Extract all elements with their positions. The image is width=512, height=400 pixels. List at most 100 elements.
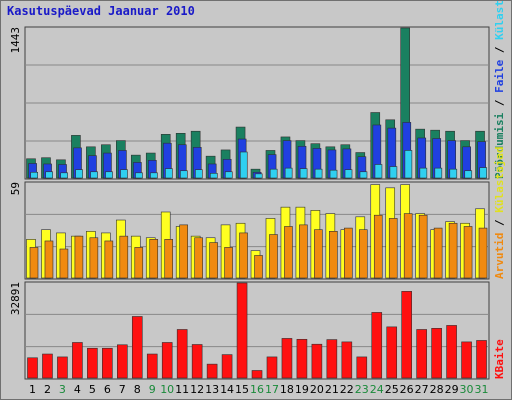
bar-top-2-day-19 (299, 168, 308, 179)
xtick-day-12: 12 (190, 383, 204, 396)
legend-top-part-0: Pöördumisi (493, 112, 506, 179)
bar-top-2-day-2 (45, 171, 53, 179)
bar-middle-1-day-20 (314, 229, 323, 279)
legend-top-part-3: / (493, 40, 506, 60)
bar-bottom-day-27 (416, 329, 427, 379)
bar-top-2-day-22 (344, 169, 353, 179)
bar-middle-1-day-10 (164, 239, 174, 279)
bar-top-2-day-30 (464, 170, 473, 179)
bar-top-2-day-1 (30, 171, 39, 179)
xtick-day-19: 19 (295, 383, 309, 396)
xtick-day-18: 18 (280, 383, 294, 396)
bar-middle-1-day-6 (104, 240, 114, 279)
xtick-day-20: 20 (310, 383, 324, 396)
bar-middle-1-day-30 (463, 226, 473, 279)
bar-middle-1-day-17 (269, 234, 278, 279)
bar-top-2-day-12 (195, 169, 203, 179)
bar-bottom-day-11 (176, 329, 188, 379)
bar-top-2-day-31 (479, 167, 488, 179)
bar-top-2-day-16 (254, 173, 263, 179)
bar-middle-1-day-15 (239, 232, 248, 279)
legend-middle: Arvutid / Külastajad (493, 147, 506, 279)
bar-top-2-day-14 (224, 171, 233, 179)
bar-top-2-day-5 (90, 171, 98, 179)
xtick-day-17: 17 (265, 383, 279, 396)
bar-middle-1-day-14 (224, 247, 233, 279)
bar-middle-1-day-2 (44, 240, 54, 279)
bar-bottom-day-5 (87, 347, 98, 379)
xtick-day-13: 13 (205, 383, 219, 396)
bar-bottom-day-9 (146, 353, 158, 379)
bar-middle-1-day-22 (344, 227, 353, 279)
bar-bottom-day-31 (476, 340, 487, 379)
xtick-day-6: 6 (104, 383, 111, 396)
xtick-day-24: 24 (370, 383, 384, 396)
bar-top-2-day-13 (210, 173, 218, 179)
legend-bottom-part-0: KBaite (493, 339, 506, 379)
bar-top-2-day-27 (419, 167, 428, 179)
xtick-day-10: 10 (160, 383, 174, 396)
bar-bottom-day-3 (57, 356, 68, 379)
chart-title: Kasutuspäevad Jaanuar 2010 (7, 4, 195, 18)
xtick-day-8: 8 (134, 383, 141, 396)
bar-bottom-day-16 (251, 370, 263, 379)
bar-top-2-day-8 (135, 172, 143, 179)
xtick-day-14: 14 (220, 383, 234, 396)
bar-top-2-day-23 (359, 171, 368, 179)
legend-top-part-1: / (493, 93, 506, 113)
xtick-day-26: 26 (400, 383, 414, 396)
bar-bottom-day-1 (27, 357, 38, 379)
legend-top-part-4: Külastusi (493, 1, 506, 40)
bar-bottom-day-29 (446, 325, 457, 379)
bar-bottom-day-30 (461, 341, 472, 379)
bar-middle-1-day-31 (478, 227, 488, 279)
xtick-day-1: 1 (29, 383, 36, 396)
bar-middle-1-day-4 (74, 235, 84, 279)
xtick-day-7: 7 (119, 383, 126, 396)
bar-middle-1-day-7 (119, 235, 129, 279)
xtick-day-11: 11 (175, 383, 189, 396)
bar-top-2-day-28 (434, 167, 443, 179)
xtick-day-23: 23 (355, 383, 369, 396)
bar-middle-1-day-23 (358, 229, 368, 279)
bar-bottom-day-20 (311, 343, 323, 379)
bar-bottom-day-7 (117, 344, 128, 379)
bar-bottom-day-21 (326, 339, 338, 379)
bar-middle-1-day-19 (299, 224, 308, 279)
bar-top-2-day-6 (105, 171, 113, 179)
bar-bottom-day-4 (72, 342, 83, 379)
xtick-day-31: 31 (475, 383, 489, 396)
bar-top-2-day-21 (329, 169, 338, 179)
legend-top-part-2: Faile (493, 59, 506, 92)
bar-middle-1-day-21 (329, 231, 338, 279)
bar-top-2-day-11 (180, 170, 188, 179)
bar-top-2-day-4 (75, 169, 83, 179)
bar-middle-1-day-13 (209, 242, 218, 279)
bar-middle-1-day-8 (134, 247, 144, 279)
xtick-day-28: 28 (430, 383, 444, 396)
bar-bottom-day-24 (371, 312, 383, 379)
bar-middle-1-day-12 (194, 237, 203, 279)
bar-top-2-day-20 (314, 168, 323, 179)
bar-middle-1-day-27 (418, 214, 428, 279)
bar-bottom-day-19 (296, 338, 308, 379)
bar-top-2-day-26 (404, 150, 413, 179)
bar-middle-1-day-25 (388, 218, 398, 279)
bar-bottom-day-14 (221, 354, 233, 379)
xtick-day-27: 27 (415, 383, 429, 396)
bar-bottom-day-17 (266, 356, 278, 379)
bar-bottom-day-18 (281, 338, 293, 379)
bar-middle-1-day-29 (448, 222, 458, 279)
bar-top-2-day-15 (239, 151, 248, 179)
xtick-day-5: 5 (89, 383, 96, 396)
bar-top-2-day-3 (60, 172, 68, 179)
legend-top: Pöördumisi / Faile / Külastusi (493, 1, 506, 179)
bar-middle-1-day-16 (254, 255, 263, 279)
bar-middle-1-day-11 (179, 224, 188, 279)
bar-bottom-day-25 (386, 326, 398, 379)
bar-middle-1-day-28 (433, 227, 443, 279)
bar-middle-1-day-26 (403, 213, 413, 279)
bar-middle-1-day-24 (373, 214, 383, 279)
bar-bottom-day-26 (401, 291, 412, 379)
